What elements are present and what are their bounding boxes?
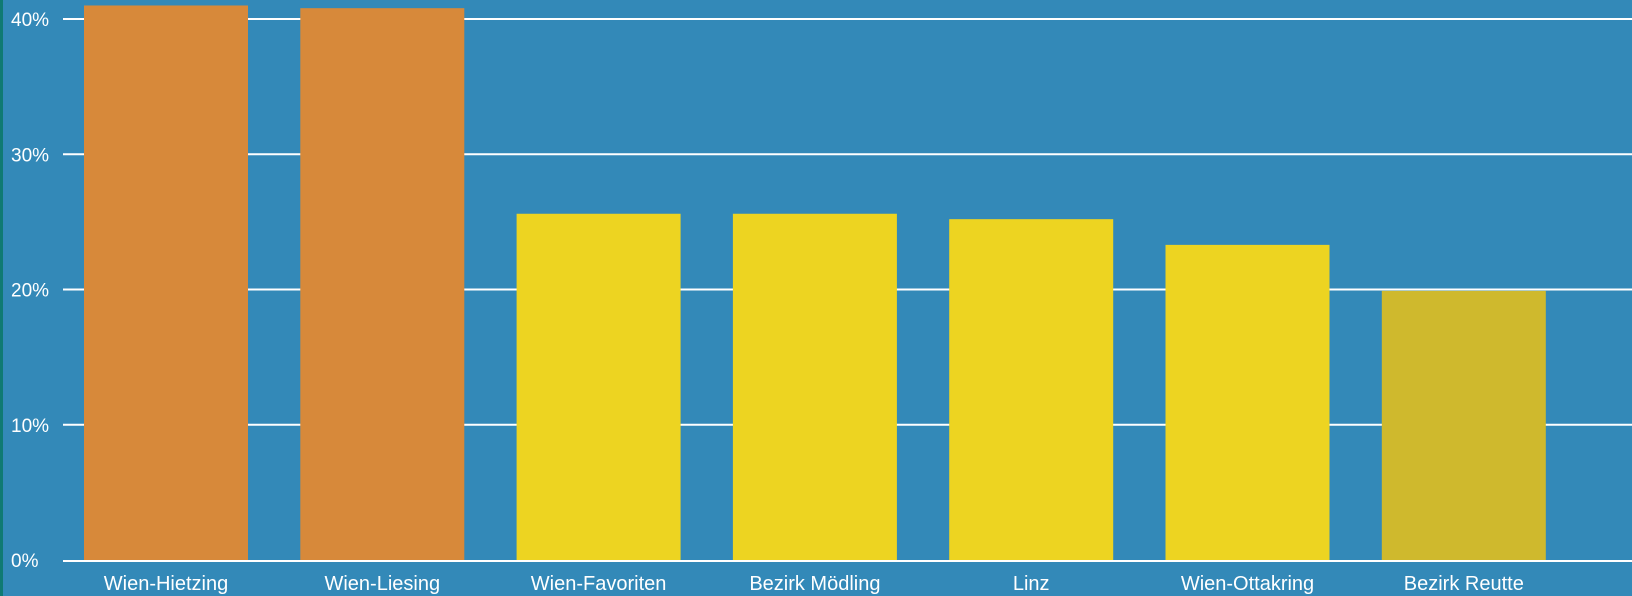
y-tick-label-10: 10% xyxy=(11,416,49,437)
y-tick-label-20: 20% xyxy=(11,281,49,302)
bar-6 xyxy=(1165,244,1330,560)
x-category-label-3: Wien-Favoriten xyxy=(531,573,667,595)
y-tick-label-30: 30% xyxy=(11,145,49,166)
bar-5 xyxy=(949,219,1114,561)
y-tick-label-40: 40% xyxy=(11,10,49,31)
x-category-label-2: Wien-Liesing xyxy=(324,573,440,595)
bar-3 xyxy=(516,213,681,560)
y-tick-label-0: 0% xyxy=(11,551,39,572)
x-axis-category-labels: Wien-Hietzing Wien-Liesing Wien-Favoriten B… xyxy=(104,573,1524,595)
y-axis-tick-labels: 0% 10% 20% 30% 40% xyxy=(11,10,49,572)
x-category-label-5: Linz xyxy=(1013,573,1050,595)
bar-4 xyxy=(732,213,897,560)
x-category-label-1: Wien-Hietzing xyxy=(104,573,228,595)
bar-chart: 0% 10% 20% 30% 40% Wien-Hietzing Wien-Liesing… xyxy=(11,5,1632,595)
bar-1 xyxy=(84,5,248,561)
bars xyxy=(63,5,1632,562)
bar-7 xyxy=(1381,290,1546,560)
chart-panel: 0% 10% 20% 30% 40% Wien-Hietzing Wien-Liesing… xyxy=(3,0,1632,596)
x-category-label-6: Wien-Ottakring xyxy=(1181,573,1314,595)
x-category-label-7: Bezirk Reutte xyxy=(1404,573,1524,595)
bar-2 xyxy=(300,8,465,561)
x-category-label-4: Bezirk Mödling xyxy=(749,573,880,595)
